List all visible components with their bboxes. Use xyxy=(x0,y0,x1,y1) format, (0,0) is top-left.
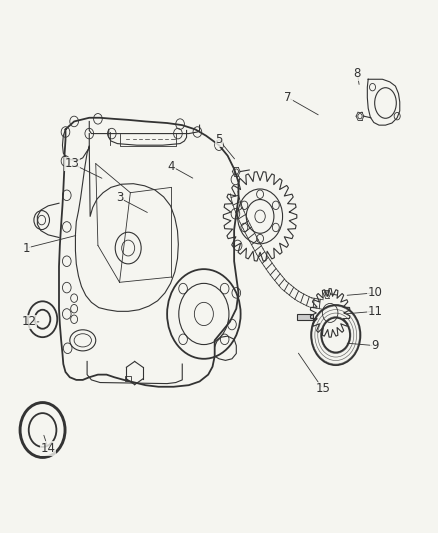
FancyBboxPatch shape xyxy=(297,314,313,320)
Text: 7: 7 xyxy=(284,91,292,104)
Text: 14: 14 xyxy=(41,442,56,455)
Text: 11: 11 xyxy=(367,305,382,318)
Text: 12: 12 xyxy=(21,316,36,328)
Text: 8: 8 xyxy=(354,68,361,80)
Text: 1: 1 xyxy=(23,241,30,255)
Text: 4: 4 xyxy=(168,160,175,173)
Text: 13: 13 xyxy=(64,157,79,170)
Text: 9: 9 xyxy=(371,339,378,352)
Text: 10: 10 xyxy=(367,286,382,300)
Text: 15: 15 xyxy=(315,382,330,395)
Text: 5: 5 xyxy=(215,133,223,147)
Text: 3: 3 xyxy=(116,191,123,205)
